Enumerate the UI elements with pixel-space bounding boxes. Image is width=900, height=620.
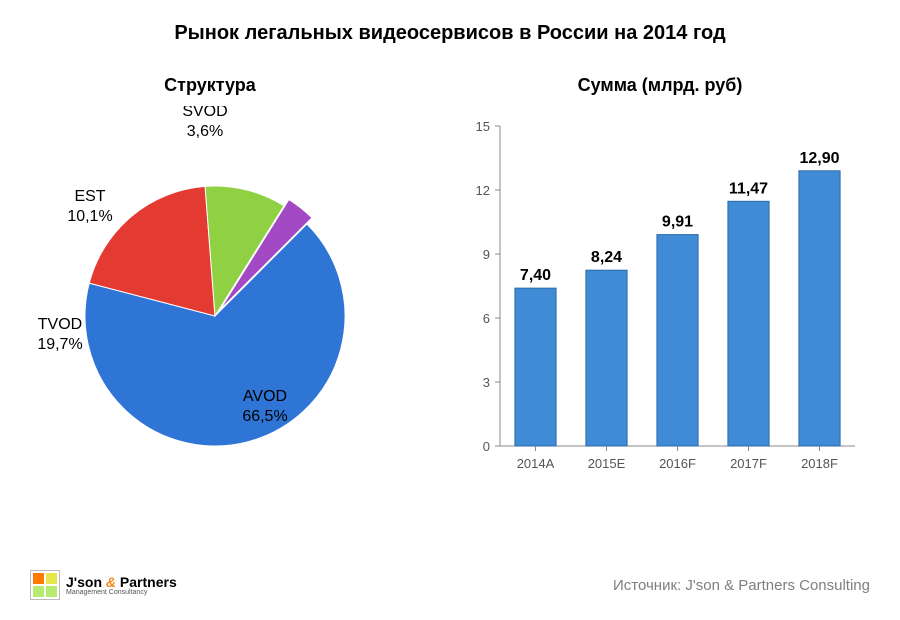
bar-2015e	[586, 270, 627, 446]
pie-chart: AVOD 66,5% TVOD 19,7% EST 10,1% SVOD 3,6%	[30, 106, 390, 486]
bar-chart-block: Сумма (млрд. руб) 0 3 6 9 12 15 2014A 7,40 2015E…	[450, 75, 870, 486]
bar-chart: 0 3 6 9 12 15 2014A 7,40 2015E 8,24 2016F 9,91 2017F…	[450, 106, 870, 486]
logo-text: J'son & Partners Management Consultancy	[66, 575, 177, 596]
logo-line1-suffix: Partners	[116, 574, 177, 590]
bar-xtick-label: 2016F	[659, 456, 696, 471]
bar-datalabel-2014a: 7,40	[520, 267, 551, 284]
bar-datalabel-2016f: 9,91	[662, 214, 693, 231]
pie-chart-block: Структура AVOD 66,5% TVOD 19,7% EST 10,1% SVOD…	[30, 75, 390, 486]
pie-label-tvod-pct: 19,7%	[37, 336, 82, 353]
bar-ytick-label: 0	[483, 439, 490, 454]
bar-ytick-label: 6	[483, 311, 490, 326]
bar-ytick-label: 3	[483, 375, 490, 390]
bar-xtick-label: 2018F	[801, 456, 838, 471]
pie-label-avod-pct: 66,5%	[242, 408, 287, 425]
logo-line1-amp: &	[106, 574, 116, 590]
bar-xtick-label: 2017F	[730, 456, 767, 471]
bar-datalabel-2015e: 8,24	[591, 249, 622, 266]
pie-label-svod-name: SVOD	[182, 106, 227, 120]
bar-2016f	[657, 235, 698, 446]
bar-xtick-label: 2015E	[588, 456, 626, 471]
pie-label-svod-pct: 3,6%	[187, 123, 223, 140]
logo: J'son & Partners Management Consultancy	[30, 570, 177, 600]
pie-label-tvod-name: TVOD	[38, 316, 82, 333]
pie-label-avod-name: AVOD	[243, 388, 287, 405]
pie-label-est-pct: 10,1%	[67, 208, 112, 225]
bar-2018f	[799, 171, 840, 446]
logo-line1-prefix: J'son	[66, 574, 106, 590]
pie-chart-title: Структура	[164, 75, 256, 96]
bar-xtick-label: 2014A	[517, 456, 555, 471]
bar-ytick-label: 12	[476, 183, 490, 198]
bar-datalabel-2018f: 12,90	[799, 150, 839, 167]
bar-datalabel-2017f: 11,47	[729, 180, 768, 197]
page-title: Рынок легальных видеосервисов в России н…	[0, 0, 900, 45]
logo-line2: Management Consultancy	[66, 589, 177, 596]
bar-2017f	[728, 201, 769, 446]
source-text: Источник: J'son & Partners Consulting	[613, 577, 870, 594]
bar-ytick-label: 9	[483, 247, 490, 262]
bar-ytick-label: 15	[476, 119, 490, 134]
bar-chart-title: Сумма (млрд. руб)	[578, 75, 743, 96]
pie-label-est-name: EST	[74, 188, 105, 205]
bar-2014a	[515, 288, 556, 446]
logo-icon	[30, 570, 60, 600]
